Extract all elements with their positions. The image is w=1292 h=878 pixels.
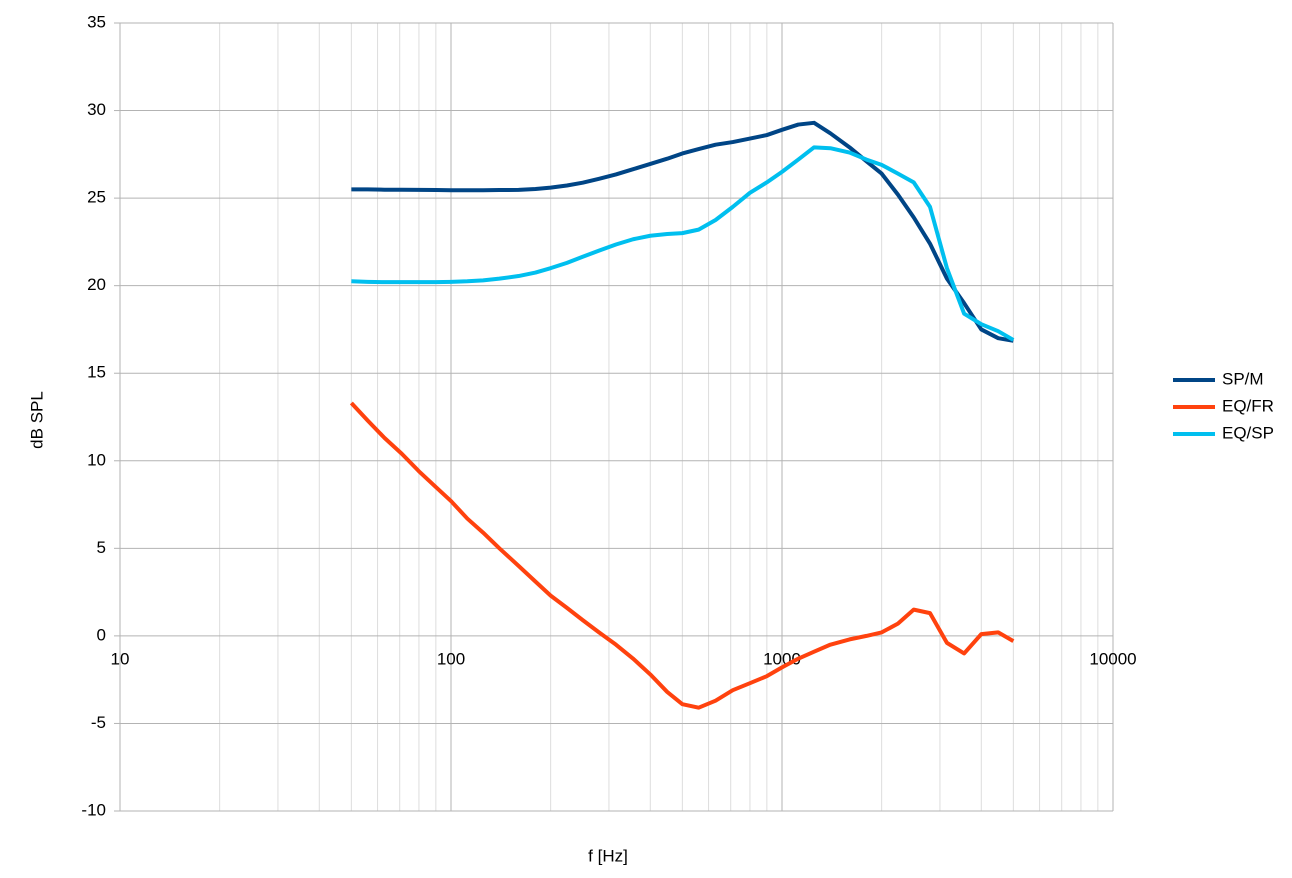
x-tick-label: 10000 [1089,649,1136,668]
data-line [351,120,1014,343]
legend-label: SP/M [1222,369,1264,388]
data-line [351,145,1015,342]
x-tick-label: 100 [437,649,465,668]
data-line [349,401,1015,710]
y-tick-label: 10 [87,450,106,469]
y-tick-label: 0 [97,625,106,644]
y-tick-label: 35 [87,12,106,31]
y-tick-label: 20 [87,275,106,294]
x-axis-label: f [Hz] [588,846,628,865]
y-tick-label: 25 [87,188,106,207]
y-axis-label: dB SPL [27,391,46,449]
y-tick-label: -5 [91,713,106,732]
legend-label: EQ/FR [1222,396,1274,415]
y-tick-label: 30 [87,100,106,119]
y-tick-label: 5 [97,538,106,557]
y-tick-label: 15 [87,363,106,382]
legend-label: EQ/SP [1222,423,1274,442]
y-tick-label: -10 [81,800,106,819]
